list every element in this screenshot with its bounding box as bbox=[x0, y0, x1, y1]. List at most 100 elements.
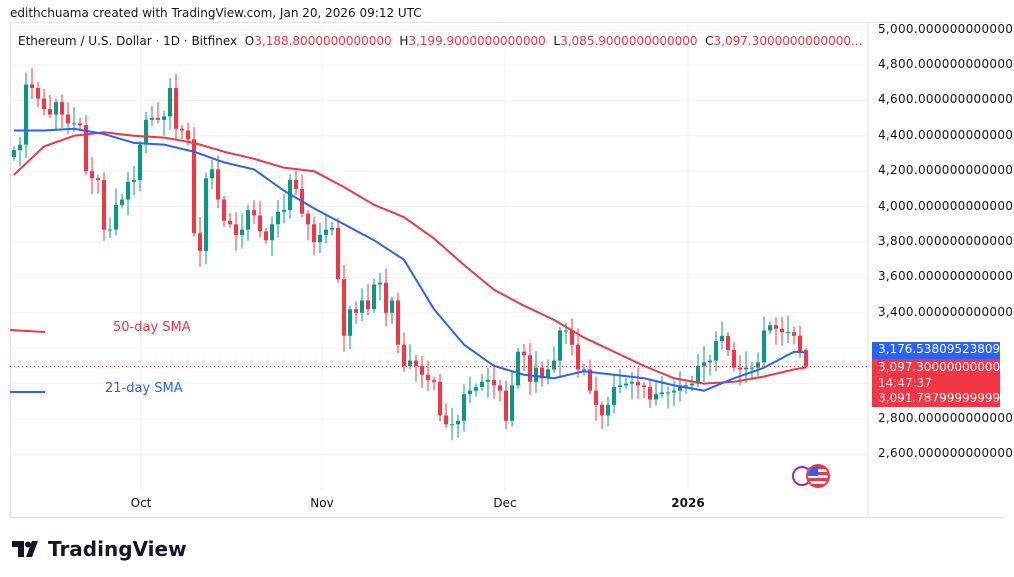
candle-body bbox=[696, 365, 700, 384]
symbol-legend: Ethereum / U.S. Dollar · 1D · Bitfinex O… bbox=[18, 34, 862, 48]
candle-body bbox=[456, 420, 460, 425]
candle-body bbox=[738, 367, 742, 370]
tradingview-logo[interactable]: TradingView bbox=[12, 537, 187, 561]
candle-body bbox=[12, 149, 16, 158]
candle-body bbox=[240, 229, 244, 235]
candle-body bbox=[66, 114, 70, 124]
candle-body bbox=[678, 385, 682, 391]
candle-body bbox=[48, 109, 52, 115]
candle-body bbox=[264, 231, 268, 241]
chart-credit: edithchuama created with TradingView.com… bbox=[10, 6, 422, 20]
sma50-line bbox=[13, 131, 807, 385]
candle-body bbox=[612, 387, 616, 405]
candle-body bbox=[546, 369, 550, 379]
candle-body bbox=[582, 369, 586, 371]
sma50-legend-swatch bbox=[9, 329, 46, 333]
candle-body bbox=[216, 169, 220, 200]
candle-body bbox=[168, 88, 172, 117]
candle-body bbox=[576, 344, 580, 370]
candle-body bbox=[486, 380, 490, 382]
candle-body bbox=[780, 328, 784, 333]
candle-body bbox=[384, 282, 388, 313]
candle-body bbox=[624, 383, 628, 386]
candle-body bbox=[336, 227, 340, 280]
candle-body bbox=[744, 367, 748, 370]
candle-body bbox=[396, 300, 400, 345]
candle-body bbox=[234, 224, 238, 235]
candle-body bbox=[648, 387, 652, 400]
candle-body bbox=[312, 224, 316, 242]
low-value: 3,085.9000000000000 bbox=[560, 34, 698, 48]
candle-body bbox=[114, 204, 118, 230]
low-label: L bbox=[553, 34, 561, 48]
candle-body bbox=[318, 234, 322, 242]
candle-body bbox=[330, 227, 334, 230]
chart-panel[interactable] bbox=[10, 22, 1004, 518]
candle-body bbox=[72, 123, 76, 125]
candle-body bbox=[342, 279, 346, 336]
candle-body bbox=[480, 381, 484, 388]
price-tick: 2,600.0000000000000 bbox=[878, 446, 1014, 461]
brand-name: TradingView bbox=[48, 537, 187, 561]
candle-body bbox=[504, 390, 508, 421]
candle-body bbox=[390, 300, 394, 313]
price-tick: 3,400.0000000000000 bbox=[878, 304, 1014, 319]
price-tick: 4,200.0000000000000 bbox=[878, 163, 1014, 178]
candle-body bbox=[378, 282, 382, 285]
candle-body bbox=[414, 360, 418, 366]
candle-body bbox=[228, 220, 232, 225]
high-label: H bbox=[399, 34, 409, 48]
candle-body bbox=[750, 367, 754, 369]
price-tick: 3,800.0000000000000 bbox=[878, 233, 1014, 248]
candle-body bbox=[702, 362, 706, 366]
candle-body bbox=[90, 171, 94, 179]
candle-body bbox=[768, 325, 772, 331]
candle-body bbox=[588, 369, 592, 391]
candle-body bbox=[756, 362, 760, 368]
candle-body bbox=[774, 325, 778, 329]
candle-body bbox=[444, 415, 448, 425]
candle-body bbox=[408, 360, 412, 366]
candle-body bbox=[462, 394, 466, 421]
candle-body bbox=[402, 344, 406, 366]
candle-body bbox=[438, 381, 442, 416]
candle-body bbox=[594, 390, 598, 405]
candle-body bbox=[252, 210, 256, 216]
tradingview-logo-icon bbox=[12, 541, 38, 557]
candle-body bbox=[654, 394, 658, 400]
candle-body bbox=[498, 385, 502, 391]
candle-body bbox=[372, 284, 376, 310]
candle-body bbox=[30, 84, 34, 89]
candle-body bbox=[324, 229, 328, 235]
price-tick: 4,400.0000000000000 bbox=[878, 127, 1014, 142]
candle-body bbox=[42, 98, 46, 110]
candle-body bbox=[210, 169, 214, 179]
candle-body bbox=[222, 199, 226, 221]
candle-body bbox=[360, 300, 364, 313]
candle-body bbox=[54, 102, 58, 115]
candle-body bbox=[270, 224, 274, 241]
candle-body bbox=[534, 367, 538, 382]
candle-body bbox=[18, 144, 22, 150]
candle-body bbox=[156, 118, 160, 120]
candle-body bbox=[666, 392, 670, 394]
price-tick: 4,600.0000000000000 bbox=[878, 92, 1014, 107]
candle-body bbox=[516, 351, 520, 386]
candle-body bbox=[492, 380, 496, 386]
us-flag-icon[interactable] bbox=[806, 464, 830, 488]
sma21-price-tag: 3,176.5380952380976 bbox=[872, 342, 1014, 359]
sma50-price: 3,091.7879999999988 bbox=[878, 391, 1014, 405]
candle-body bbox=[540, 367, 544, 379]
candle-body bbox=[354, 309, 358, 313]
candle-body bbox=[84, 125, 88, 172]
candle-body bbox=[798, 335, 802, 352]
candle-body bbox=[468, 390, 472, 395]
time-tick: Oct bbox=[130, 496, 152, 510]
time-tick: 2026 bbox=[671, 496, 705, 510]
candle-body bbox=[426, 374, 430, 381]
candle-body bbox=[690, 383, 694, 386]
candle-body bbox=[204, 178, 208, 251]
candle-body bbox=[732, 349, 736, 368]
candle-body bbox=[636, 381, 640, 386]
